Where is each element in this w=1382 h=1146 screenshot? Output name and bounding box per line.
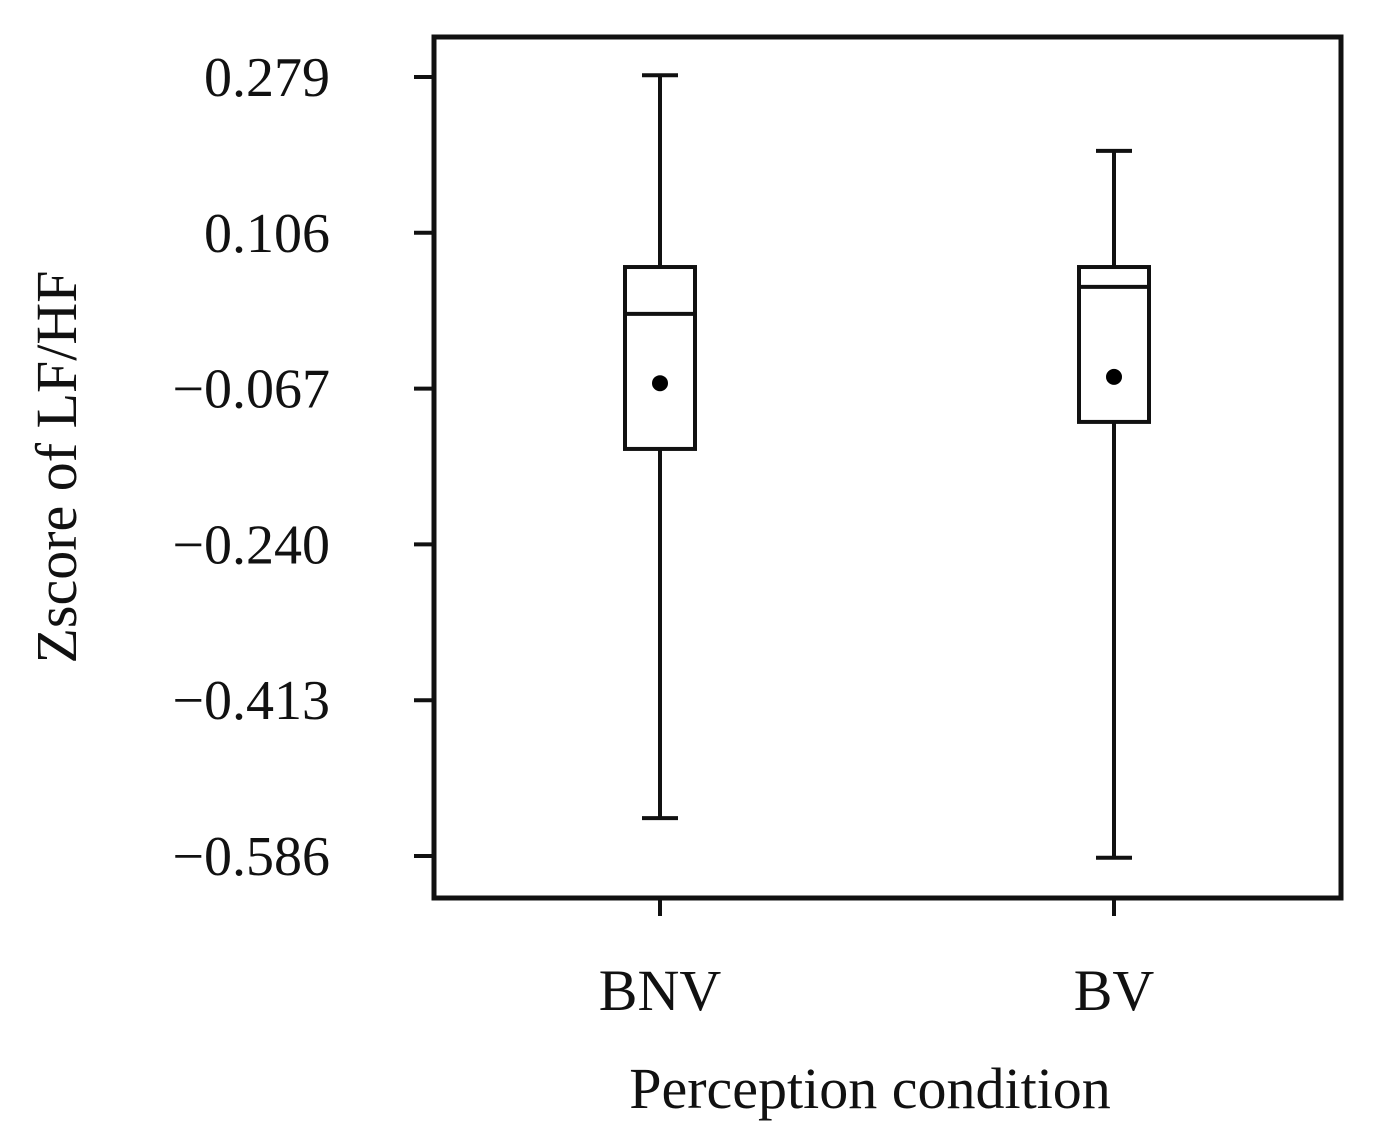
box-iqr xyxy=(623,265,697,451)
y-tick-label: −0.067 xyxy=(172,359,330,421)
mean-marker xyxy=(1106,368,1122,385)
y-tick-label: 0.279 xyxy=(204,47,330,109)
x-tick-label: BNV xyxy=(599,958,722,1023)
y-tick-label: −0.586 xyxy=(172,826,330,888)
x-tick-label: BV xyxy=(1074,958,1155,1023)
y-tick-label: −0.240 xyxy=(172,514,330,576)
y-tick-label: −0.413 xyxy=(172,670,330,732)
plot-frame xyxy=(431,34,1344,901)
y-axis-title: Zscore of LF/HF xyxy=(24,270,89,663)
mean-marker xyxy=(652,375,668,392)
x-axis-title: Perception condition xyxy=(629,1056,1111,1121)
y-tick-label: 0.106 xyxy=(204,203,330,265)
box-iqr xyxy=(1077,265,1151,424)
